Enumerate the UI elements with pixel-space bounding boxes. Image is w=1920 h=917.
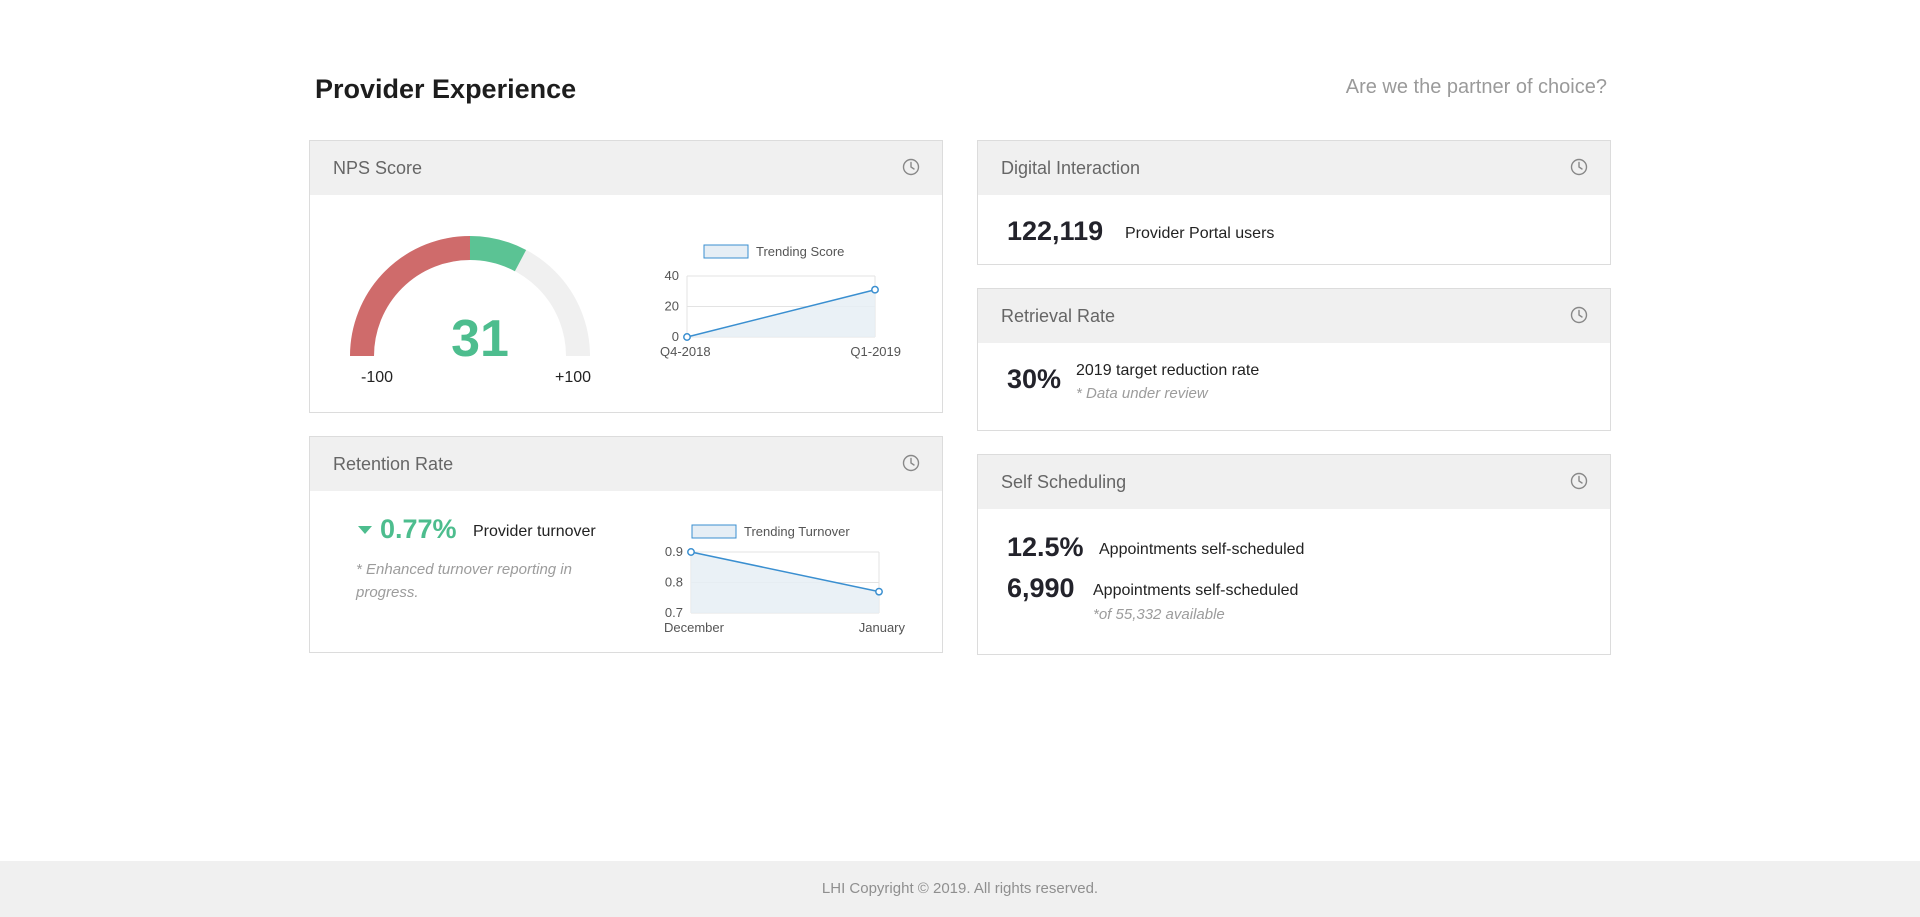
card-title: Self Scheduling [1001, 472, 1127, 492]
turnover-value: 0.77% [380, 514, 457, 544]
card-header: Digital Interaction [978, 141, 1610, 195]
retrieval-rate-label: 2019 target reduction rate [1076, 362, 1260, 379]
digital-interaction-card: Digital Interaction 122,119 Provider Por… [977, 140, 1611, 265]
gauge-min-label: -100 [361, 369, 394, 386]
trending-score-chart: Trending Score 40 20 0Q4-2018 Q1-2019 [660, 244, 901, 359]
retrieval-rate-value: 30% [1007, 364, 1062, 394]
card-header: NPS Score [310, 141, 942, 195]
portal-users-label: Provider Portal users [1125, 225, 1275, 242]
y-tick-label: 0.7 [665, 605, 683, 620]
card-title: Digital Interaction [1001, 158, 1141, 178]
clock-icon[interactable] [1570, 472, 1588, 490]
card-header: Retrieval Rate [978, 289, 1610, 343]
copyright-text: LHI Copyright © 2019. All rights reserve… [821, 880, 1099, 897]
x-tick-label: Q1-2019 [850, 344, 901, 359]
self-scheduled-percent-label: Appointments self-scheduled [1099, 541, 1305, 558]
turnover-note: * Enhanced turnover reporting in progres… [356, 561, 572, 601]
y-tick-label: 0.9 [665, 544, 683, 559]
self-scheduled-count: 6,990 [1007, 573, 1075, 603]
caret-down-icon [358, 526, 372, 534]
retrieval-rate-note: * Data under review [1076, 385, 1208, 402]
self-scheduling-card: Self Scheduling 12.5% Appointments self-… [977, 454, 1611, 655]
available-note: *of 55,332 available [1093, 606, 1225, 623]
turnover-label: Provider turnover [473, 523, 596, 540]
x-tick-label: December [664, 620, 725, 635]
clock-icon[interactable] [902, 158, 920, 176]
data-point [687, 548, 695, 556]
data-point [683, 333, 691, 341]
legend-swatch [691, 524, 737, 539]
data-point [875, 587, 883, 596]
y-tick-label: 0 [672, 329, 679, 344]
series-area [691, 552, 879, 613]
y-tick-label: 40 [665, 268, 679, 283]
page-title: Provider Experience [315, 74, 577, 104]
card-header: Self Scheduling [978, 455, 1610, 509]
card-title: Retrieval Rate [1001, 306, 1116, 326]
y-tick-label: 0.8 [665, 575, 683, 590]
data-point [871, 285, 879, 294]
legend-label: Trending Score [756, 244, 844, 259]
page-subtitle: Are we the partner of choice? [1345, 76, 1607, 98]
nps-gauge [350, 236, 590, 357]
clock-icon[interactable] [1570, 306, 1588, 324]
x-tick-label: Q4-2018 [660, 344, 711, 359]
nps-gauge-value: 31 [451, 310, 509, 368]
legend-label: Trending Turnover [744, 524, 850, 539]
card-title: NPS Score [333, 158, 423, 178]
retrieval-rate-card: Retrieval Rate 30% 2019 target reduction… [977, 288, 1611, 431]
x-tick-label: January [859, 620, 906, 635]
series-line [690, 551, 880, 593]
card-header: Retention Rate [310, 437, 942, 491]
footer: LHI Copyright © 2019. All rights reserve… [0, 861, 1920, 917]
gauge-max-label: +100 [555, 369, 592, 386]
nps-score-card: NPS Score 31 -100 +100 Trending Score 40 2… [309, 140, 943, 413]
card-title: Retention Rate [333, 454, 454, 474]
series-line [686, 288, 876, 338]
self-scheduled-percent: 12.5% [1007, 532, 1084, 562]
retention-rate-card: Retention Rate 0.77% Provider turnover *… [309, 436, 943, 653]
gauge-positive-arc [469, 236, 527, 272]
portal-users-value: 122,119 [1007, 216, 1104, 246]
legend-swatch [703, 244, 749, 259]
self-scheduled-count-label: Appointments self-scheduled [1093, 582, 1299, 599]
clock-icon[interactable] [1570, 158, 1588, 176]
y-tick-label: 20 [665, 299, 679, 314]
clock-icon[interactable] [902, 454, 920, 472]
gauge-negative-arc [350, 236, 471, 357]
